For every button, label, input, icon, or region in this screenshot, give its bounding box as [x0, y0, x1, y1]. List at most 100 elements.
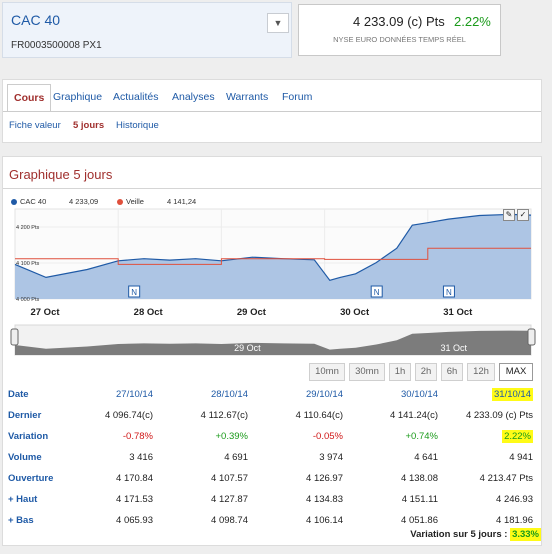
table-cell: 4 691 — [224, 452, 248, 463]
total-label: Variation sur 5 jours : — [410, 529, 508, 540]
five-day-variation: Variation sur 5 jours : 3.33% — [3, 528, 541, 541]
price-chart[interactable]: 4 200 Pts 4 100 Pts 4 000 Pts N N N 27 Oct 28 O… — [3, 157, 543, 357]
table-cell: 4 181.96 — [496, 515, 533, 526]
tab-divider — [3, 111, 541, 112]
legend-item-cac40[interactable]: CAC 40 — [11, 197, 46, 206]
news-marker-label: N — [374, 288, 380, 297]
row-label: Variation — [8, 431, 49, 442]
news-marker: N — [370, 285, 383, 298]
zoom-10mn-button[interactable]: 10mn — [309, 363, 345, 381]
row-label: + Haut — [8, 494, 38, 505]
table-cell: 2.22% — [453, 430, 533, 443]
table-cell: 4 213.47 Pts — [479, 473, 533, 484]
highlighted-variation: 2.22% — [502, 430, 533, 443]
row-label: Ouverture — [8, 473, 54, 484]
series-color-dot — [11, 199, 17, 206]
navigator-handle-left — [10, 328, 19, 346]
table-row-variation: Variation -0.78% +0.39% -0.05% +0.74% 2.… — [3, 427, 543, 448]
series-line-veille — [15, 247, 531, 265]
chart-title: Graphique 5 jours — [9, 167, 113, 182]
zoom-max-button[interactable]: MAX — [499, 363, 533, 381]
table-cell: 4 126.97 — [306, 473, 343, 484]
table-cell: 4 110.64(c) — [295, 410, 343, 421]
table-cell: +0.74% — [405, 431, 439, 442]
table-cell: 30/10/14 — [401, 389, 438, 400]
table-cell: -0.05% — [312, 431, 343, 442]
zoom-12h-button[interactable]: 12h — [467, 363, 495, 381]
table-cell: 4 051.86 — [401, 515, 438, 526]
table-cell: 29/10/14 — [306, 389, 343, 400]
table-cell: 4 170.84 — [116, 473, 153, 484]
instrument-isin: FR0003500008 PX1 — [11, 40, 102, 51]
table-row-bas: + Bas 4 065.93 4 098.74 4 106.14 4 051.8… — [3, 511, 543, 532]
subtab-historique[interactable]: Historique — [116, 120, 159, 131]
chevron-down-icon[interactable]: ▼ — [267, 13, 289, 33]
legend-item-veille[interactable]: Veille — [117, 197, 144, 206]
legend-label: Veille — [126, 197, 144, 206]
legend-value-veille: 4 141,24 — [167, 197, 197, 206]
x-tick-label: 29 Oct — [237, 307, 267, 318]
table-cell: 4 151.11 — [401, 494, 438, 505]
subtab-5-jours[interactable]: 5 jours — [73, 120, 105, 131]
y-tick-label: 4 100 Pts — [16, 261, 39, 267]
table-cell: 4 098.74 — [211, 515, 248, 526]
table-row-ouverture: Ouverture 4 170.84 4 107.57 4 126.97 4 1… — [3, 469, 543, 490]
table-cell: 4 641 — [414, 452, 438, 463]
news-marker-box — [128, 285, 141, 298]
zoom-2h-button[interactable]: 2h — [415, 363, 437, 381]
table-cell: 3 974 — [319, 452, 343, 463]
price-variation: 2.22% — [454, 14, 491, 29]
table-row-dernier: Dernier 4 096.74(c) 4 112.67(c) 4 110.64… — [3, 406, 543, 427]
legend-label: CAC 40 — [20, 197, 47, 206]
table-cell: 31/10/14 — [453, 388, 533, 401]
tab-analyses[interactable]: Analyses — [172, 91, 215, 103]
zoom-30mn-button[interactable]: 30mn — [349, 363, 385, 381]
instrument-header: CAC 40 FR0003500008 PX1 ▼ — [2, 2, 292, 58]
zoom-6h-button[interactable]: 6h — [441, 363, 463, 381]
table-cell: 3 416 — [129, 452, 153, 463]
title-divider — [3, 188, 541, 189]
x-tick-label: 30 Oct — [340, 307, 370, 318]
total-value: 3.33% — [510, 528, 541, 541]
tab-cours[interactable]: Cours — [7, 84, 52, 112]
y-tick-label: 4 000 Pts — [16, 297, 39, 303]
x-tick-label: 27 Oct — [30, 307, 60, 318]
row-label: Volume — [8, 452, 42, 463]
zoom-1h-button[interactable]: 1h — [389, 363, 411, 381]
news-marker-box — [442, 285, 455, 298]
x-tick-label: 28 Oct — [134, 307, 164, 318]
tab-forum[interactable]: Forum — [282, 91, 313, 103]
checkmark-icon[interactable]: ✓ — [517, 209, 529, 221]
series-color-dot — [117, 199, 123, 206]
legend-value-cac40: 4 233,09 — [69, 197, 99, 206]
data-source: NYSE EURO DONNÉES TEMPS RÉEL — [333, 35, 466, 44]
instrument-title: CAC 40 — [11, 12, 61, 28]
tab-warrants[interactable]: Warrants — [226, 91, 269, 103]
table-cell: 4 246.93 — [496, 494, 533, 505]
table-cell: -0.78% — [122, 431, 153, 442]
navigation-panel: Cours Graphique Actualités Analyses Warr… — [2, 79, 542, 143]
tab-graphique[interactable]: Graphique — [53, 91, 103, 103]
table-cell: 4 127.87 — [211, 494, 248, 505]
x-tick-label: 31 Oct — [443, 307, 473, 318]
row-label: + Bas — [8, 515, 34, 526]
table-cell: 4 096.74(c) — [104, 410, 153, 421]
table-cell: 27/10/14 — [116, 389, 153, 400]
table-row-date: Date 27/10/14 28/10/14 29/10/14 30/10/14… — [3, 385, 543, 406]
table-cell: 4 941 — [509, 452, 533, 463]
subtab-fiche-valeur[interactable]: Fiche valeur — [9, 120, 61, 131]
navigator-label: 31 Oct — [441, 343, 468, 353]
tab-actualites[interactable]: Actualités — [113, 91, 159, 103]
series-area-cac40 — [15, 214, 531, 299]
table-cell: 4 134.83 — [306, 494, 343, 505]
table-cell: 4 233.09 (c) Pts — [465, 410, 533, 421]
news-marker: N — [128, 285, 141, 298]
series-line-cac40 — [14, 213, 532, 281]
news-marker-label: N — [446, 288, 452, 297]
table-cell: 4 107.57 — [211, 473, 248, 484]
navigator-label: 29 Oct — [234, 343, 261, 353]
highlighted-date: 31/10/14 — [492, 388, 533, 401]
pencil-icon[interactable]: ✎ — [503, 209, 515, 221]
row-label: Date — [8, 389, 29, 400]
navigator-series — [15, 330, 531, 355]
